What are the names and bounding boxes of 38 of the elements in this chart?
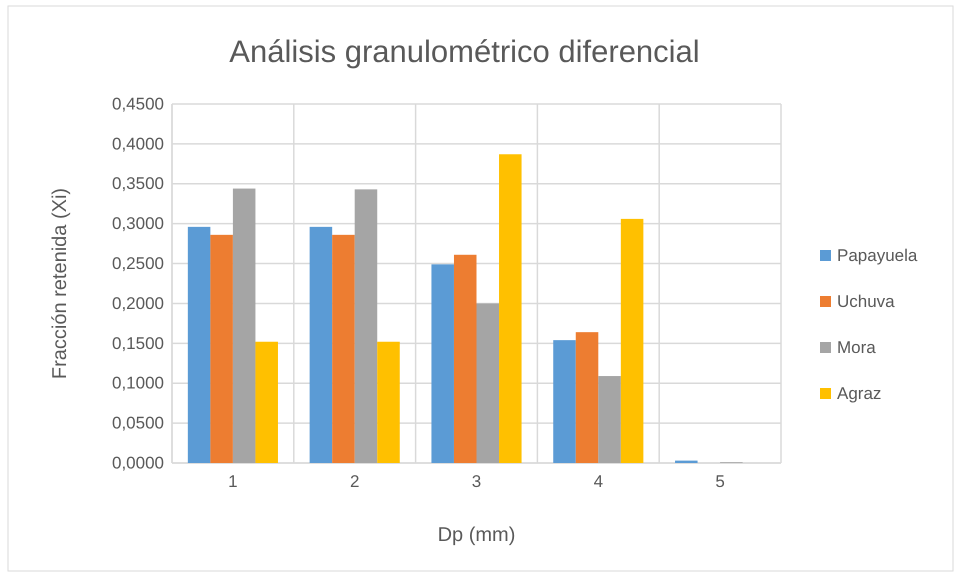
bar [377, 342, 400, 463]
bar [454, 254, 476, 463]
chart-title: Análisis granulométrico diferencial [229, 34, 700, 69]
bar [232, 188, 256, 463]
legend-label: Agraz [837, 384, 882, 403]
y-tick-label: 0,2500 [112, 254, 164, 273]
x-tick-label: 3 [472, 472, 482, 492]
x-tick-label: 5 [715, 472, 725, 492]
bar [210, 234, 233, 463]
bar [431, 264, 454, 463]
legend-label: Mora [837, 338, 876, 357]
bar [598, 376, 621, 463]
y-tick-label: 0,0500 [112, 414, 164, 433]
y-tick-label: 0,4500 [112, 94, 164, 114]
y-tick-label: 0,3000 [112, 214, 164, 234]
bar [499, 154, 522, 463]
y-axis-title: Fracción retenida (Xi) [49, 188, 71, 380]
y-tick-label: 0,4000 [112, 134, 164, 154]
x-tick-label: 2 [350, 472, 360, 492]
bar [620, 218, 644, 463]
legend-label: Uchuva [837, 292, 896, 311]
bar [332, 234, 355, 463]
bar [576, 332, 598, 463]
x-axis-title: Dp (mm) [438, 524, 516, 546]
y-tick-label: 0,0000 [112, 453, 164, 472]
y-tick-label: 0,1500 [112, 334, 164, 353]
bar [255, 342, 278, 463]
bar [553, 340, 576, 463]
x-tick-label: 4 [594, 472, 604, 492]
bar [354, 189, 378, 463]
bar [310, 226, 332, 463]
bar [188, 226, 210, 463]
legend-label: Papayuela [837, 246, 918, 265]
y-tick-label: 0,2000 [112, 294, 164, 313]
y-tick-label: 0,1000 [112, 374, 164, 393]
x-tick-label: 1 [228, 472, 238, 492]
bar [476, 303, 500, 463]
y-tick-label: 0,3500 [112, 174, 164, 194]
